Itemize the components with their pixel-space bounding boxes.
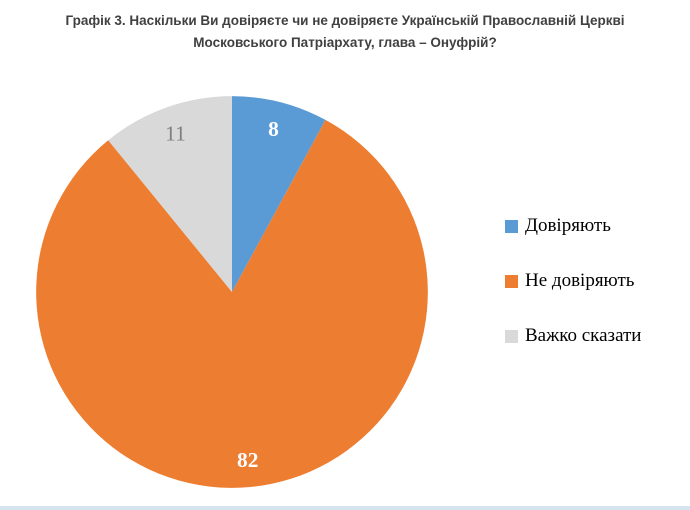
legend-label-hard-to-say: Важко сказати [525,325,642,346]
chart-title: Графік 3. Наскільки Ви довіряєте чи не д… [65,13,625,50]
legend-swatch-trust [505,219,518,233]
pie-slice-2 [108,96,232,292]
legend-label-trust: Довіряють [525,215,611,236]
chart-legend: Довіряють Не довіряють Важко сказати [505,215,641,347]
pie-slice-1 [36,119,428,488]
pie-slice-value-1: 82 [237,448,258,472]
legend-item-distrust: Не довіряють [505,270,641,292]
pie-chart: 8 82 11 [36,96,428,488]
legend-item-hard-to-say: Важко сказати [505,325,641,347]
page-bottom-edge [0,506,690,510]
legend-swatch-distrust [505,274,518,288]
pie-slice-value-2: 11 [165,122,186,146]
legend-label-distrust: Не довіряють [525,270,635,291]
pie-slice-value-0: 8 [268,117,279,141]
legend-swatch-hard-to-say [505,329,518,343]
legend-item-trust: Довіряють [505,215,641,237]
pie-slice-0 [232,96,326,292]
pie-chart-area: 8 82 11 [28,88,436,496]
